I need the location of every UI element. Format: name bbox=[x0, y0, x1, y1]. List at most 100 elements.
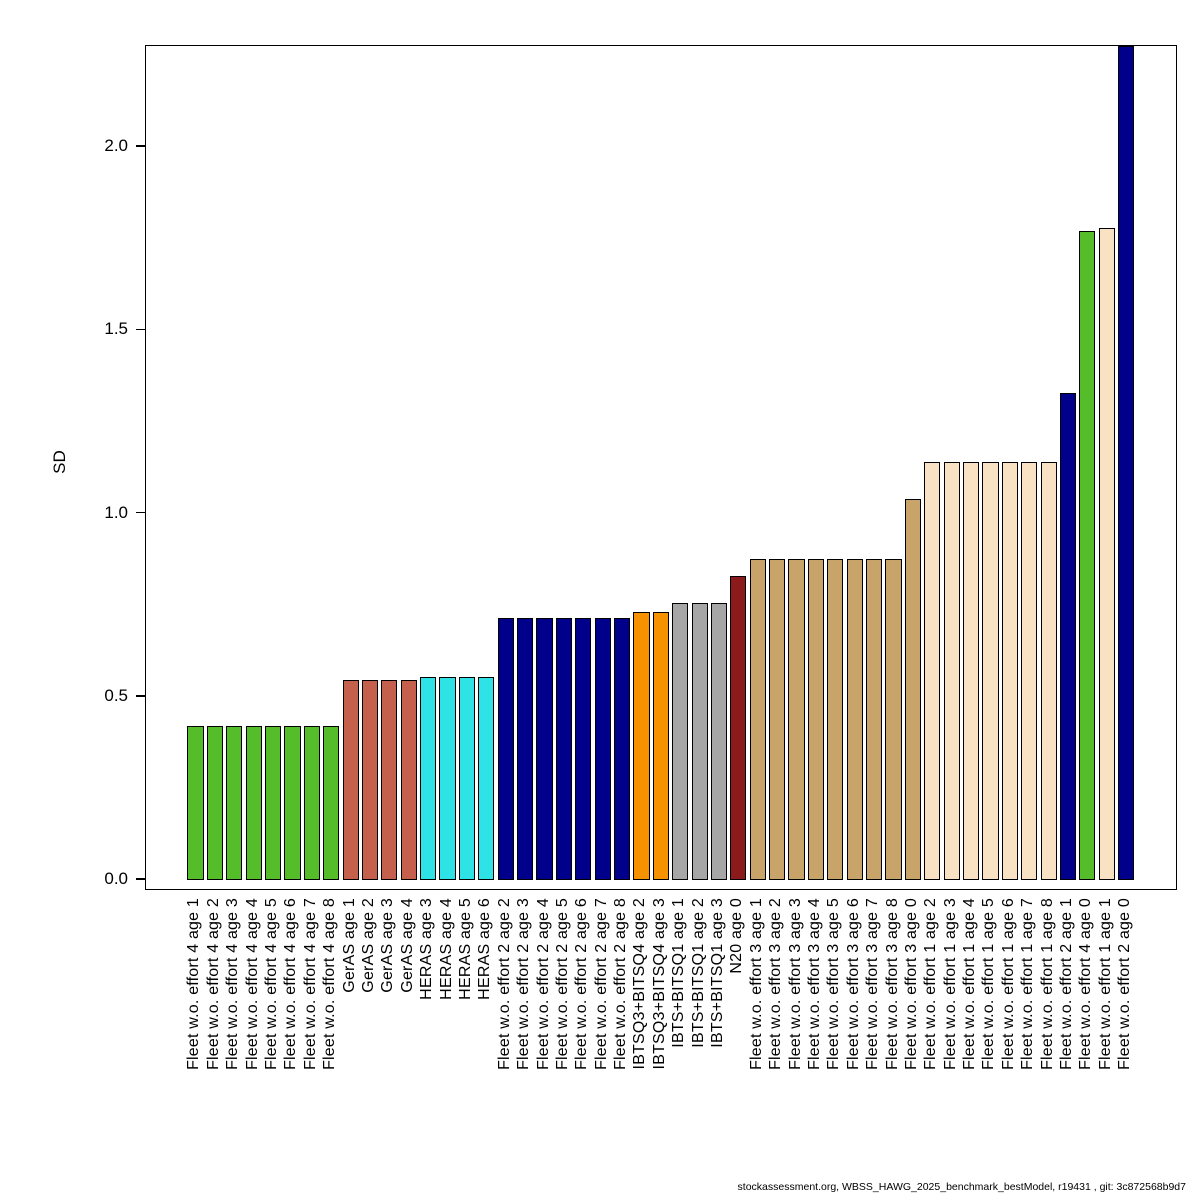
bar-33 bbox=[827, 559, 844, 880]
x-tick-label-37: Fleet w.o. effort 3 age 0 bbox=[902, 898, 920, 1070]
bar-21 bbox=[594, 617, 611, 880]
x-tick-label-16: Fleet w.o. effort 2 age 2 bbox=[495, 898, 513, 1070]
x-tick-label-28: N20 age 0 bbox=[728, 898, 746, 974]
y-tick-mark-4 bbox=[136, 145, 145, 147]
bar-27 bbox=[710, 603, 728, 880]
x-tick-label-33: Fleet w.o. effort 3 age 5 bbox=[825, 898, 843, 1070]
x-tick-label-41: Fleet w.o. effort 1 age 5 bbox=[980, 898, 998, 1070]
bar-23 bbox=[633, 612, 650, 880]
x-tick-label-20: Fleet w.o. effort 2 age 6 bbox=[573, 898, 591, 1070]
bar-11 bbox=[400, 680, 417, 880]
bar-2 bbox=[226, 726, 243, 880]
bar-16 bbox=[497, 617, 514, 880]
x-tick-label-38: Fleet w.o. effort 1 age 2 bbox=[922, 898, 940, 1070]
x-tick-label-11: GerAS age 4 bbox=[398, 898, 416, 993]
bar-40 bbox=[963, 462, 980, 880]
x-tick-label-34: Fleet w.o. effort 3 age 6 bbox=[844, 898, 862, 1070]
bar-43 bbox=[1021, 462, 1038, 880]
y-tick-label-1: 0.5 bbox=[104, 685, 128, 705]
bar-34 bbox=[846, 559, 863, 880]
bar-41 bbox=[982, 462, 999, 880]
bar-25 bbox=[672, 603, 689, 880]
plot-area bbox=[145, 45, 1177, 890]
y-tick-label-3: 1.5 bbox=[104, 319, 128, 339]
x-tick-label-6: Fleet w.o. effort 4 age 7 bbox=[301, 898, 319, 1070]
x-tick-label-43: Fleet w.o. effort 1 age 7 bbox=[1019, 898, 1037, 1070]
x-tick-label-1: Fleet w.o. effort 4 age 2 bbox=[204, 898, 222, 1070]
x-tick-label-47: Fleet w.o. effort 1 age 1 bbox=[1096, 898, 1114, 1070]
x-tick-label-44: Fleet w.o. effort 1 age 8 bbox=[1038, 898, 1056, 1070]
bar-24 bbox=[652, 612, 669, 880]
x-tick-label-39: Fleet w.o. effort 1 age 3 bbox=[941, 898, 959, 1070]
bar-9 bbox=[361, 680, 379, 880]
y-tick-mark-2 bbox=[136, 511, 145, 514]
bar-20 bbox=[575, 617, 592, 880]
x-tick-label-14: HERAS age 5 bbox=[456, 898, 474, 1000]
bar-30 bbox=[769, 559, 786, 880]
bar-39 bbox=[943, 462, 960, 880]
x-tick-label-25: IBTS+BITSQ1 age 1 bbox=[670, 898, 688, 1048]
x-tick-label-29: Fleet w.o. effort 3 age 1 bbox=[747, 898, 765, 1070]
bar-17 bbox=[517, 617, 534, 880]
x-tick-label-46: Fleet w.o. effort 4 age 0 bbox=[1077, 898, 1095, 1070]
x-tick-label-23: IBTSQ3+BITSQ4 age 2 bbox=[631, 898, 649, 1070]
x-tick-label-30: Fleet w.o. effort 3 age 2 bbox=[767, 898, 785, 1070]
x-tick-label-18: Fleet w.o. effort 2 age 4 bbox=[534, 898, 552, 1070]
bar-31 bbox=[788, 559, 805, 880]
bar-13 bbox=[439, 676, 456, 880]
bar-3 bbox=[245, 726, 262, 880]
x-tick-label-17: Fleet w.o. effort 2 age 3 bbox=[515, 898, 533, 1070]
x-tick-label-36: Fleet w.o. effort 3 age 8 bbox=[883, 898, 901, 1070]
x-tick-label-26: IBTS+BITSQ1 age 2 bbox=[689, 898, 707, 1048]
bar-22 bbox=[613, 617, 631, 880]
bar-32 bbox=[807, 559, 825, 880]
y-tick-label-0: 0.0 bbox=[104, 869, 128, 888]
y-tick-mark-0 bbox=[136, 878, 145, 880]
x-tick-label-32: Fleet w.o. effort 3 age 4 bbox=[805, 898, 823, 1070]
x-tick-label-24: IBTSQ3+BITSQ4 age 3 bbox=[650, 898, 668, 1070]
x-tick-label-4: Fleet w.o. effort 4 age 5 bbox=[263, 898, 281, 1070]
x-tick-label-35: Fleet w.o. effort 3 age 7 bbox=[864, 898, 882, 1070]
bar-42 bbox=[1001, 462, 1018, 880]
x-tick-label-31: Fleet w.o. effort 3 age 3 bbox=[786, 898, 804, 1070]
x-tick-label-22: Fleet w.o. effort 2 age 8 bbox=[612, 898, 630, 1070]
x-tick-label-21: Fleet w.o. effort 2 age 7 bbox=[592, 898, 610, 1070]
bar-36 bbox=[885, 559, 902, 880]
bar-10 bbox=[381, 680, 398, 880]
bar-14 bbox=[458, 676, 476, 880]
bar-44 bbox=[1040, 462, 1057, 880]
x-tick-label-5: Fleet w.o. effort 4 age 6 bbox=[282, 898, 300, 1070]
bar-15 bbox=[478, 676, 495, 880]
x-tick-label-10: GerAS age 3 bbox=[379, 898, 397, 993]
bar-12 bbox=[420, 676, 437, 880]
bar-26 bbox=[691, 603, 708, 880]
bar-5 bbox=[284, 726, 301, 880]
x-tick-label-13: HERAS age 4 bbox=[437, 898, 455, 1000]
bar-47 bbox=[1098, 227, 1115, 880]
footer-caption: stockassessment.org, WBSS_HAWG_2025_benc… bbox=[737, 1181, 1186, 1193]
bar-6 bbox=[303, 726, 320, 880]
x-tick-label-3: Fleet w.o. effort 4 age 4 bbox=[243, 898, 261, 1070]
y-tick-mark-3 bbox=[136, 328, 145, 330]
bar-48 bbox=[1118, 46, 1135, 880]
bar-38 bbox=[924, 462, 941, 880]
x-tick-label-27: IBTS+BITSQ1 age 3 bbox=[709, 898, 726, 1048]
bar-37 bbox=[904, 498, 921, 880]
bar-18 bbox=[536, 617, 553, 880]
bar-46 bbox=[1079, 231, 1096, 880]
x-tick-label-2: Fleet w.o. effort 4 age 3 bbox=[224, 898, 242, 1070]
x-tick-label-19: Fleet w.o. effort 2 age 5 bbox=[553, 898, 571, 1070]
bar-45 bbox=[1059, 392, 1077, 880]
x-tick-label-45: Fleet w.o. effort 2 age 1 bbox=[1058, 898, 1076, 1070]
x-tick-label-9: GerAS age 2 bbox=[359, 898, 377, 993]
bar-0 bbox=[187, 726, 204, 880]
bar-4 bbox=[264, 726, 282, 880]
x-tick-label-8: GerAS age 1 bbox=[340, 898, 358, 993]
bar-19 bbox=[555, 617, 572, 880]
x-tick-label-7: Fleet w.o. effort 4 age 8 bbox=[321, 898, 339, 1070]
y-tick-label-2: 1.0 bbox=[104, 502, 128, 522]
x-tick-label-12: HERAS age 3 bbox=[418, 898, 436, 1000]
